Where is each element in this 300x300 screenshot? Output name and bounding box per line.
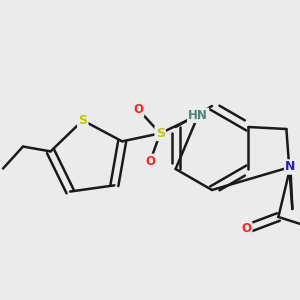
Text: O: O [133, 103, 143, 116]
Text: S: S [156, 127, 165, 140]
Text: S: S [78, 114, 87, 127]
Text: HN: HN [188, 109, 208, 122]
Text: O: O [145, 155, 155, 168]
Text: O: O [242, 223, 251, 236]
Text: N: N [285, 160, 296, 173]
